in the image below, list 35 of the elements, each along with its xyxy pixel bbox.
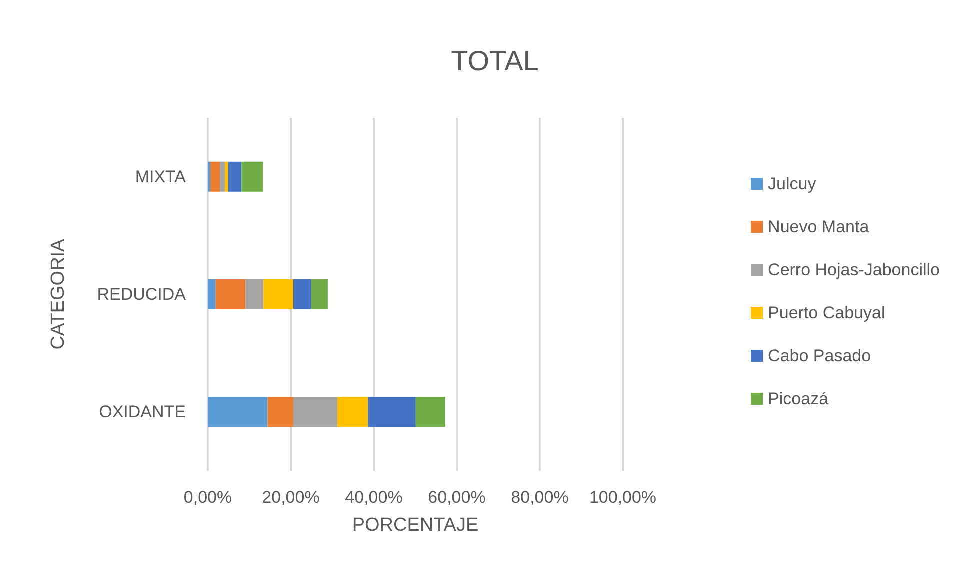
legend-label: Picoazá — [768, 390, 830, 408]
y-tick-label: REDUCIDA — [97, 285, 187, 304]
bar — [216, 280, 246, 310]
x-tick-label: 100,00% — [589, 488, 657, 507]
bar — [311, 280, 328, 310]
legend-label: Cerro Hojas-Jaboncillo — [768, 260, 940, 280]
x-tick-label: 40,00% — [345, 488, 403, 507]
bar — [225, 162, 228, 192]
bar — [210, 162, 220, 192]
bar — [220, 162, 226, 192]
bar — [293, 280, 312, 310]
x-tick-label: 80,00% — [511, 488, 569, 507]
y-tick-label: MIXTA — [135, 167, 187, 186]
legend-label: Cabo Pasado — [768, 346, 872, 366]
bar — [293, 397, 338, 428]
x-axis-title: PORCENTAJE — [352, 515, 479, 536]
bar — [264, 280, 294, 310]
y-tick-label: OXIDANTE — [99, 402, 186, 422]
x-tick-label: 20,00% — [262, 488, 320, 507]
bar — [416, 397, 446, 428]
bar — [337, 397, 368, 428]
bar — [228, 162, 242, 192]
bar — [242, 162, 264, 192]
x-tick-label: 0,00% — [184, 488, 232, 507]
x-tick-label: 60,00% — [428, 488, 486, 507]
bar — [246, 280, 264, 310]
bar — [208, 280, 216, 310]
legend-label: Julcuy — [768, 174, 817, 194]
legend-label: Nuevo Manta — [768, 218, 870, 236]
y-axis-title: CATEGORIA — [48, 238, 69, 350]
bar — [268, 397, 294, 428]
bar — [208, 397, 268, 428]
bar — [368, 397, 416, 428]
legend-label: Puerto Cabuyal — [768, 304, 886, 322]
chart-title: TOTAL — [451, 46, 539, 76]
